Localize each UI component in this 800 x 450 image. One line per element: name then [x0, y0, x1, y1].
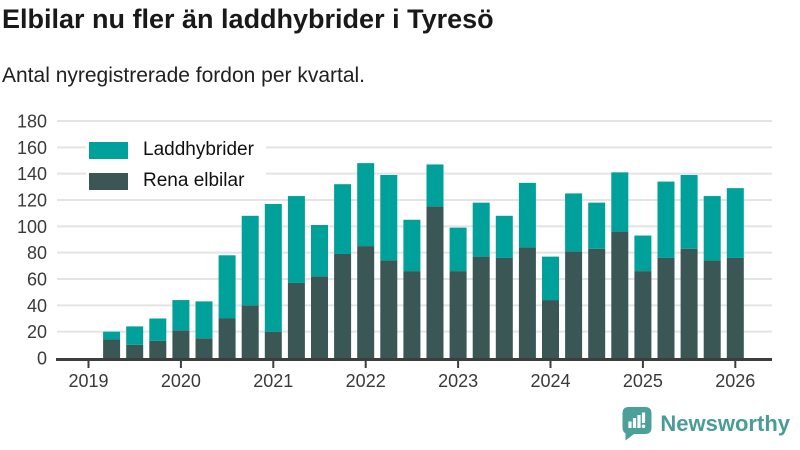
- newsworthy-brand: Newsworthy: [622, 407, 790, 441]
- bar-segment-laddhybrider: [357, 163, 375, 247]
- legend-item-rena-elbilar: Rena elbilar: [89, 169, 254, 193]
- y-axis-label: 20: [27, 322, 47, 342]
- bar-segment-rena-elbilar: [172, 330, 190, 358]
- y-axis-label: 40: [27, 296, 47, 316]
- bar-segment-rena-elbilar: [195, 338, 213, 358]
- bar-segment-rena-elbilar: [403, 271, 421, 358]
- y-axis-label: 0: [37, 349, 47, 369]
- bar-segment-rena-elbilar: [334, 253, 352, 358]
- bar-segment-rena-elbilar: [241, 305, 259, 358]
- x-axis-label: 2021: [253, 371, 293, 391]
- bar-segment-laddhybrider: [126, 326, 144, 345]
- bar-segment-rena-elbilar: [126, 344, 144, 358]
- chart-legend: Laddhybrider Rena elbilar: [86, 136, 266, 195]
- legend-swatch-laddhybrider: [89, 141, 128, 159]
- x-axis-label: 2026: [715, 371, 755, 391]
- bar-segment-rena-elbilar: [472, 256, 490, 358]
- bar-segment-laddhybrider: [380, 174, 398, 261]
- x-axis-label: 2023: [438, 371, 478, 391]
- x-axis-label: 2022: [346, 371, 386, 391]
- bar-segment-laddhybrider: [495, 215, 513, 258]
- bar-segment-rena-elbilar: [565, 251, 583, 358]
- bar-segment-laddhybrider: [195, 301, 213, 339]
- bar-segment-laddhybrider: [149, 318, 167, 341]
- x-axis-label: 2024: [530, 371, 570, 391]
- bar-segment-rena-elbilar: [657, 257, 675, 358]
- bar-segment-laddhybrider: [726, 188, 744, 258]
- bar-segment-rena-elbilar: [149, 340, 167, 358]
- bar-segment-laddhybrider: [311, 225, 328, 277]
- bar-segment-laddhybrider: [542, 256, 559, 301]
- bar-segment-laddhybrider: [103, 331, 121, 340]
- y-axis-label: 100: [17, 217, 47, 237]
- bar-segment-laddhybrider: [218, 255, 236, 319]
- bar-segment-laddhybrider: [588, 202, 606, 249]
- bar-segment-laddhybrider: [334, 184, 352, 254]
- newsworthy-logo-text: Newsworthy: [660, 411, 790, 436]
- y-axis-label: 140: [17, 164, 47, 184]
- x-axis-label: 2020: [161, 371, 201, 391]
- bar-segment-rena-elbilar: [311, 276, 328, 358]
- bar-segment-laddhybrider: [611, 172, 629, 232]
- y-axis-label: 160: [17, 138, 47, 158]
- newsworthy-logo-icon: [622, 407, 652, 441]
- bar-segment-laddhybrider: [518, 182, 536, 248]
- bar-segment-laddhybrider: [565, 193, 583, 252]
- bar-segment-rena-elbilar: [680, 248, 698, 358]
- bar-segment-laddhybrider: [241, 215, 259, 306]
- y-axis-label: 120: [17, 191, 47, 211]
- bar-segment-laddhybrider: [472, 202, 490, 257]
- bar-segment-rena-elbilar: [588, 248, 606, 358]
- bar-segment-rena-elbilar: [287, 282, 305, 358]
- bar-segment-rena-elbilar: [542, 300, 559, 358]
- bar-segment-rena-elbilar: [218, 318, 236, 358]
- chart-subtitle: Antal nyregistrerade fordon per kvartal.: [2, 64, 366, 87]
- bar-segment-rena-elbilar: [726, 257, 744, 358]
- bar-segment-laddhybrider: [172, 300, 190, 331]
- bar-segment-laddhybrider: [426, 164, 444, 207]
- bar-segment-rena-elbilar: [426, 206, 444, 358]
- bar-segment-laddhybrider: [264, 203, 282, 332]
- legend-label-laddhybrider: Laddhybrider: [143, 139, 254, 160]
- bar-segment-rena-elbilar: [264, 331, 282, 358]
- x-axis-label: 2025: [623, 371, 663, 391]
- bar-segment-laddhybrider: [287, 196, 305, 283]
- bar-segment-rena-elbilar: [449, 271, 467, 358]
- y-axis-label: 180: [17, 112, 47, 132]
- bar-segment-rena-elbilar: [357, 246, 375, 358]
- y-axis-label: 60: [27, 270, 47, 290]
- x-axis-label: 2019: [68, 371, 108, 391]
- bar-segment-laddhybrider: [403, 219, 421, 272]
- bar-segment-laddhybrider: [449, 227, 467, 272]
- chart-title: Elbilar nu fler än laddhybrider i Tyresö: [2, 4, 494, 34]
- bar-segment-laddhybrider: [680, 174, 698, 249]
- bar-segment-rena-elbilar: [495, 257, 513, 358]
- bar-segment-rena-elbilar: [518, 247, 536, 358]
- legend-item-laddhybrider: Laddhybrider: [89, 138, 254, 162]
- bar-segment-rena-elbilar: [634, 271, 652, 358]
- y-axis-label: 80: [27, 243, 47, 263]
- bar-segment-laddhybrider: [634, 235, 652, 272]
- bar-segment-laddhybrider: [703, 196, 721, 261]
- legend-label-rena-elbilar: Rena elbilar: [143, 170, 245, 191]
- bar-segment-rena-elbilar: [380, 260, 398, 358]
- legend-swatch-rena-elbilar: [89, 172, 128, 190]
- bar-segment-rena-elbilar: [703, 260, 721, 358]
- bar-segment-laddhybrider: [657, 181, 675, 258]
- bar-segment-rena-elbilar: [103, 339, 121, 358]
- bar-segment-rena-elbilar: [611, 231, 629, 358]
